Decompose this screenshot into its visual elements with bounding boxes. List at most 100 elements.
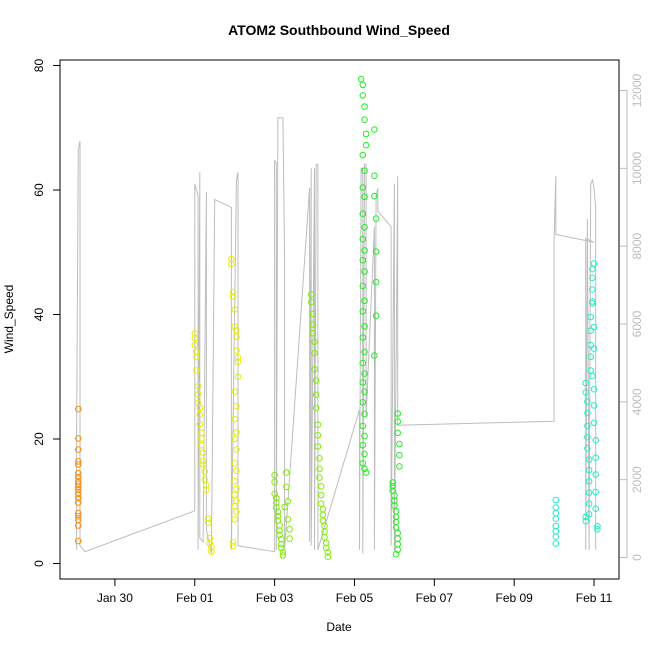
data-point [234,354,242,361]
data-point [311,366,318,373]
data-point [316,465,323,473]
data-point [273,504,280,511]
data-point [233,428,240,436]
y-tick-label: 40 [32,308,46,322]
data-point [75,483,82,491]
data-point [273,494,280,502]
x-tick-label: Feb 09 [496,591,534,605]
data-point [590,323,598,331]
data-point [309,310,317,318]
data-point [229,293,237,300]
data-point [582,379,590,387]
data-point [276,531,283,539]
data-point [75,469,82,477]
data-point [361,247,368,254]
data-point [361,297,368,305]
data-point [75,405,82,413]
y2-tick-label: 12000 [630,73,644,107]
data-point [362,130,370,138]
data-point [233,402,240,410]
data-point [229,288,237,296]
data-point [391,492,398,499]
data-point [361,268,368,275]
data-point [204,515,212,523]
data-point [286,535,293,542]
data-point [359,308,367,315]
data-point [359,399,367,406]
data-point [361,103,368,110]
data-point [274,508,282,516]
data-point [584,433,591,441]
data-point [324,553,332,561]
data-point [206,534,213,542]
data-point [361,323,368,330]
data-point [594,522,601,530]
data-point [312,404,320,412]
data-point [392,550,400,558]
data-point [198,435,205,442]
data-point [311,349,318,357]
data-point [587,327,595,335]
data-point [75,509,82,517]
data-point [75,458,82,465]
x-tick-label: Feb 03 [256,591,294,605]
data-point [75,446,82,453]
data-point [359,282,367,290]
data-point [359,334,367,341]
data-point [371,352,378,359]
data-point [359,92,367,99]
data-point [75,494,82,502]
data-point [196,420,204,428]
data-point [359,81,367,89]
data-point [231,478,238,485]
data-point [206,539,213,547]
x-tick-label: Feb 01 [176,591,214,605]
data-point [196,411,204,419]
data-point [361,388,368,396]
data-point [233,326,240,334]
data-point [199,449,207,457]
data-point [75,522,82,529]
y-tick-label: 0 [32,560,46,567]
chart-title: ATOM2 Southbound Wind_Speed [228,22,450,38]
data-point [231,516,238,523]
data-point [274,512,282,520]
data-point [587,313,595,321]
data-point [283,483,290,491]
data-point [231,491,238,499]
secondary-series-line [76,117,597,554]
data-point [281,503,288,511]
data-point [361,167,368,174]
data-point [312,391,320,399]
data-point [317,500,325,508]
data-point [359,379,367,386]
data-point [584,445,591,452]
data-point [307,291,315,298]
data-point [279,549,287,556]
data-point [276,522,283,529]
data-point [278,540,285,548]
data-point [371,126,378,133]
data-point [231,388,238,396]
data-point [231,502,238,510]
data-point [359,422,367,430]
data-point [314,432,322,439]
data-point [584,398,591,405]
data-point [587,341,595,349]
data-point [278,544,285,552]
data-point [233,347,240,354]
data-point [283,469,290,476]
data-point [552,509,560,517]
data-point [322,539,330,547]
data-point [389,483,397,490]
data-point [234,373,242,381]
data-point [589,298,596,305]
data-point [231,460,238,467]
data-point [231,415,238,423]
data-point [193,348,200,356]
data-point [590,402,598,409]
data-point [361,465,368,473]
data-point [362,469,370,476]
data-point [228,255,235,263]
